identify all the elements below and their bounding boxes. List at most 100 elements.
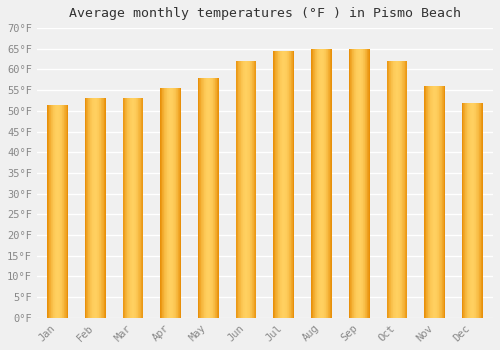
- Bar: [444, 86, 445, 318]
- Bar: [249, 61, 250, 318]
- Bar: [124, 98, 126, 318]
- Bar: [323, 49, 324, 318]
- Bar: [211, 78, 212, 318]
- Bar: [200, 78, 201, 318]
- Bar: [406, 61, 408, 318]
- Bar: [175, 88, 176, 318]
- Bar: [387, 61, 388, 318]
- Bar: [142, 98, 144, 318]
- Bar: [285, 51, 286, 318]
- Bar: [330, 49, 331, 318]
- Bar: [246, 61, 247, 318]
- Bar: [360, 49, 362, 318]
- Bar: [52, 105, 54, 318]
- Bar: [331, 49, 332, 318]
- Bar: [251, 61, 252, 318]
- Bar: [325, 49, 326, 318]
- Bar: [104, 98, 105, 318]
- Bar: [174, 88, 175, 318]
- Bar: [369, 49, 370, 318]
- Bar: [474, 103, 475, 318]
- Bar: [442, 86, 443, 318]
- Bar: [427, 86, 428, 318]
- Bar: [216, 78, 218, 318]
- Bar: [327, 49, 328, 318]
- Bar: [292, 51, 293, 318]
- Bar: [102, 98, 103, 318]
- Bar: [214, 78, 216, 318]
- Bar: [86, 98, 87, 318]
- Bar: [250, 61, 251, 318]
- Bar: [433, 86, 434, 318]
- Bar: [248, 61, 249, 318]
- Bar: [100, 98, 101, 318]
- Bar: [65, 105, 66, 318]
- Bar: [60, 105, 61, 318]
- Bar: [254, 61, 255, 318]
- Bar: [208, 78, 209, 318]
- Bar: [274, 51, 275, 318]
- Bar: [139, 98, 140, 318]
- Bar: [165, 88, 166, 318]
- Bar: [66, 105, 67, 318]
- Bar: [466, 103, 467, 318]
- Bar: [94, 98, 96, 318]
- Bar: [322, 49, 323, 318]
- Bar: [134, 98, 135, 318]
- Bar: [393, 61, 394, 318]
- Bar: [133, 98, 134, 318]
- Bar: [311, 49, 312, 318]
- Bar: [386, 61, 387, 318]
- Bar: [166, 88, 167, 318]
- Bar: [326, 49, 327, 318]
- Bar: [170, 88, 172, 318]
- Bar: [432, 86, 433, 318]
- Bar: [201, 78, 202, 318]
- Bar: [96, 98, 98, 318]
- Bar: [288, 51, 290, 318]
- Bar: [356, 49, 357, 318]
- Bar: [388, 61, 390, 318]
- Bar: [210, 78, 211, 318]
- Bar: [357, 49, 358, 318]
- Bar: [436, 86, 438, 318]
- Bar: [87, 98, 88, 318]
- Bar: [431, 86, 432, 318]
- Bar: [56, 105, 57, 318]
- Bar: [367, 49, 368, 318]
- Bar: [441, 86, 442, 318]
- Bar: [394, 61, 395, 318]
- Bar: [321, 49, 322, 318]
- Bar: [276, 51, 277, 318]
- Bar: [358, 49, 359, 318]
- Bar: [85, 98, 86, 318]
- Bar: [55, 105, 56, 318]
- Bar: [91, 98, 92, 318]
- Bar: [178, 88, 179, 318]
- Bar: [471, 103, 472, 318]
- Bar: [349, 49, 350, 318]
- Bar: [172, 88, 174, 318]
- Bar: [49, 105, 50, 318]
- Bar: [168, 88, 170, 318]
- Bar: [205, 78, 206, 318]
- Bar: [47, 105, 48, 318]
- Bar: [279, 51, 280, 318]
- Bar: [92, 98, 93, 318]
- Bar: [428, 86, 429, 318]
- Bar: [464, 103, 466, 318]
- Bar: [88, 98, 89, 318]
- Bar: [397, 61, 398, 318]
- Bar: [162, 88, 163, 318]
- Bar: [252, 61, 253, 318]
- Bar: [206, 78, 207, 318]
- Bar: [160, 88, 161, 318]
- Bar: [58, 105, 59, 318]
- Bar: [62, 105, 63, 318]
- Bar: [468, 103, 469, 318]
- Bar: [278, 51, 279, 318]
- Bar: [136, 98, 137, 318]
- Bar: [425, 86, 426, 318]
- Bar: [399, 61, 400, 318]
- Bar: [443, 86, 444, 318]
